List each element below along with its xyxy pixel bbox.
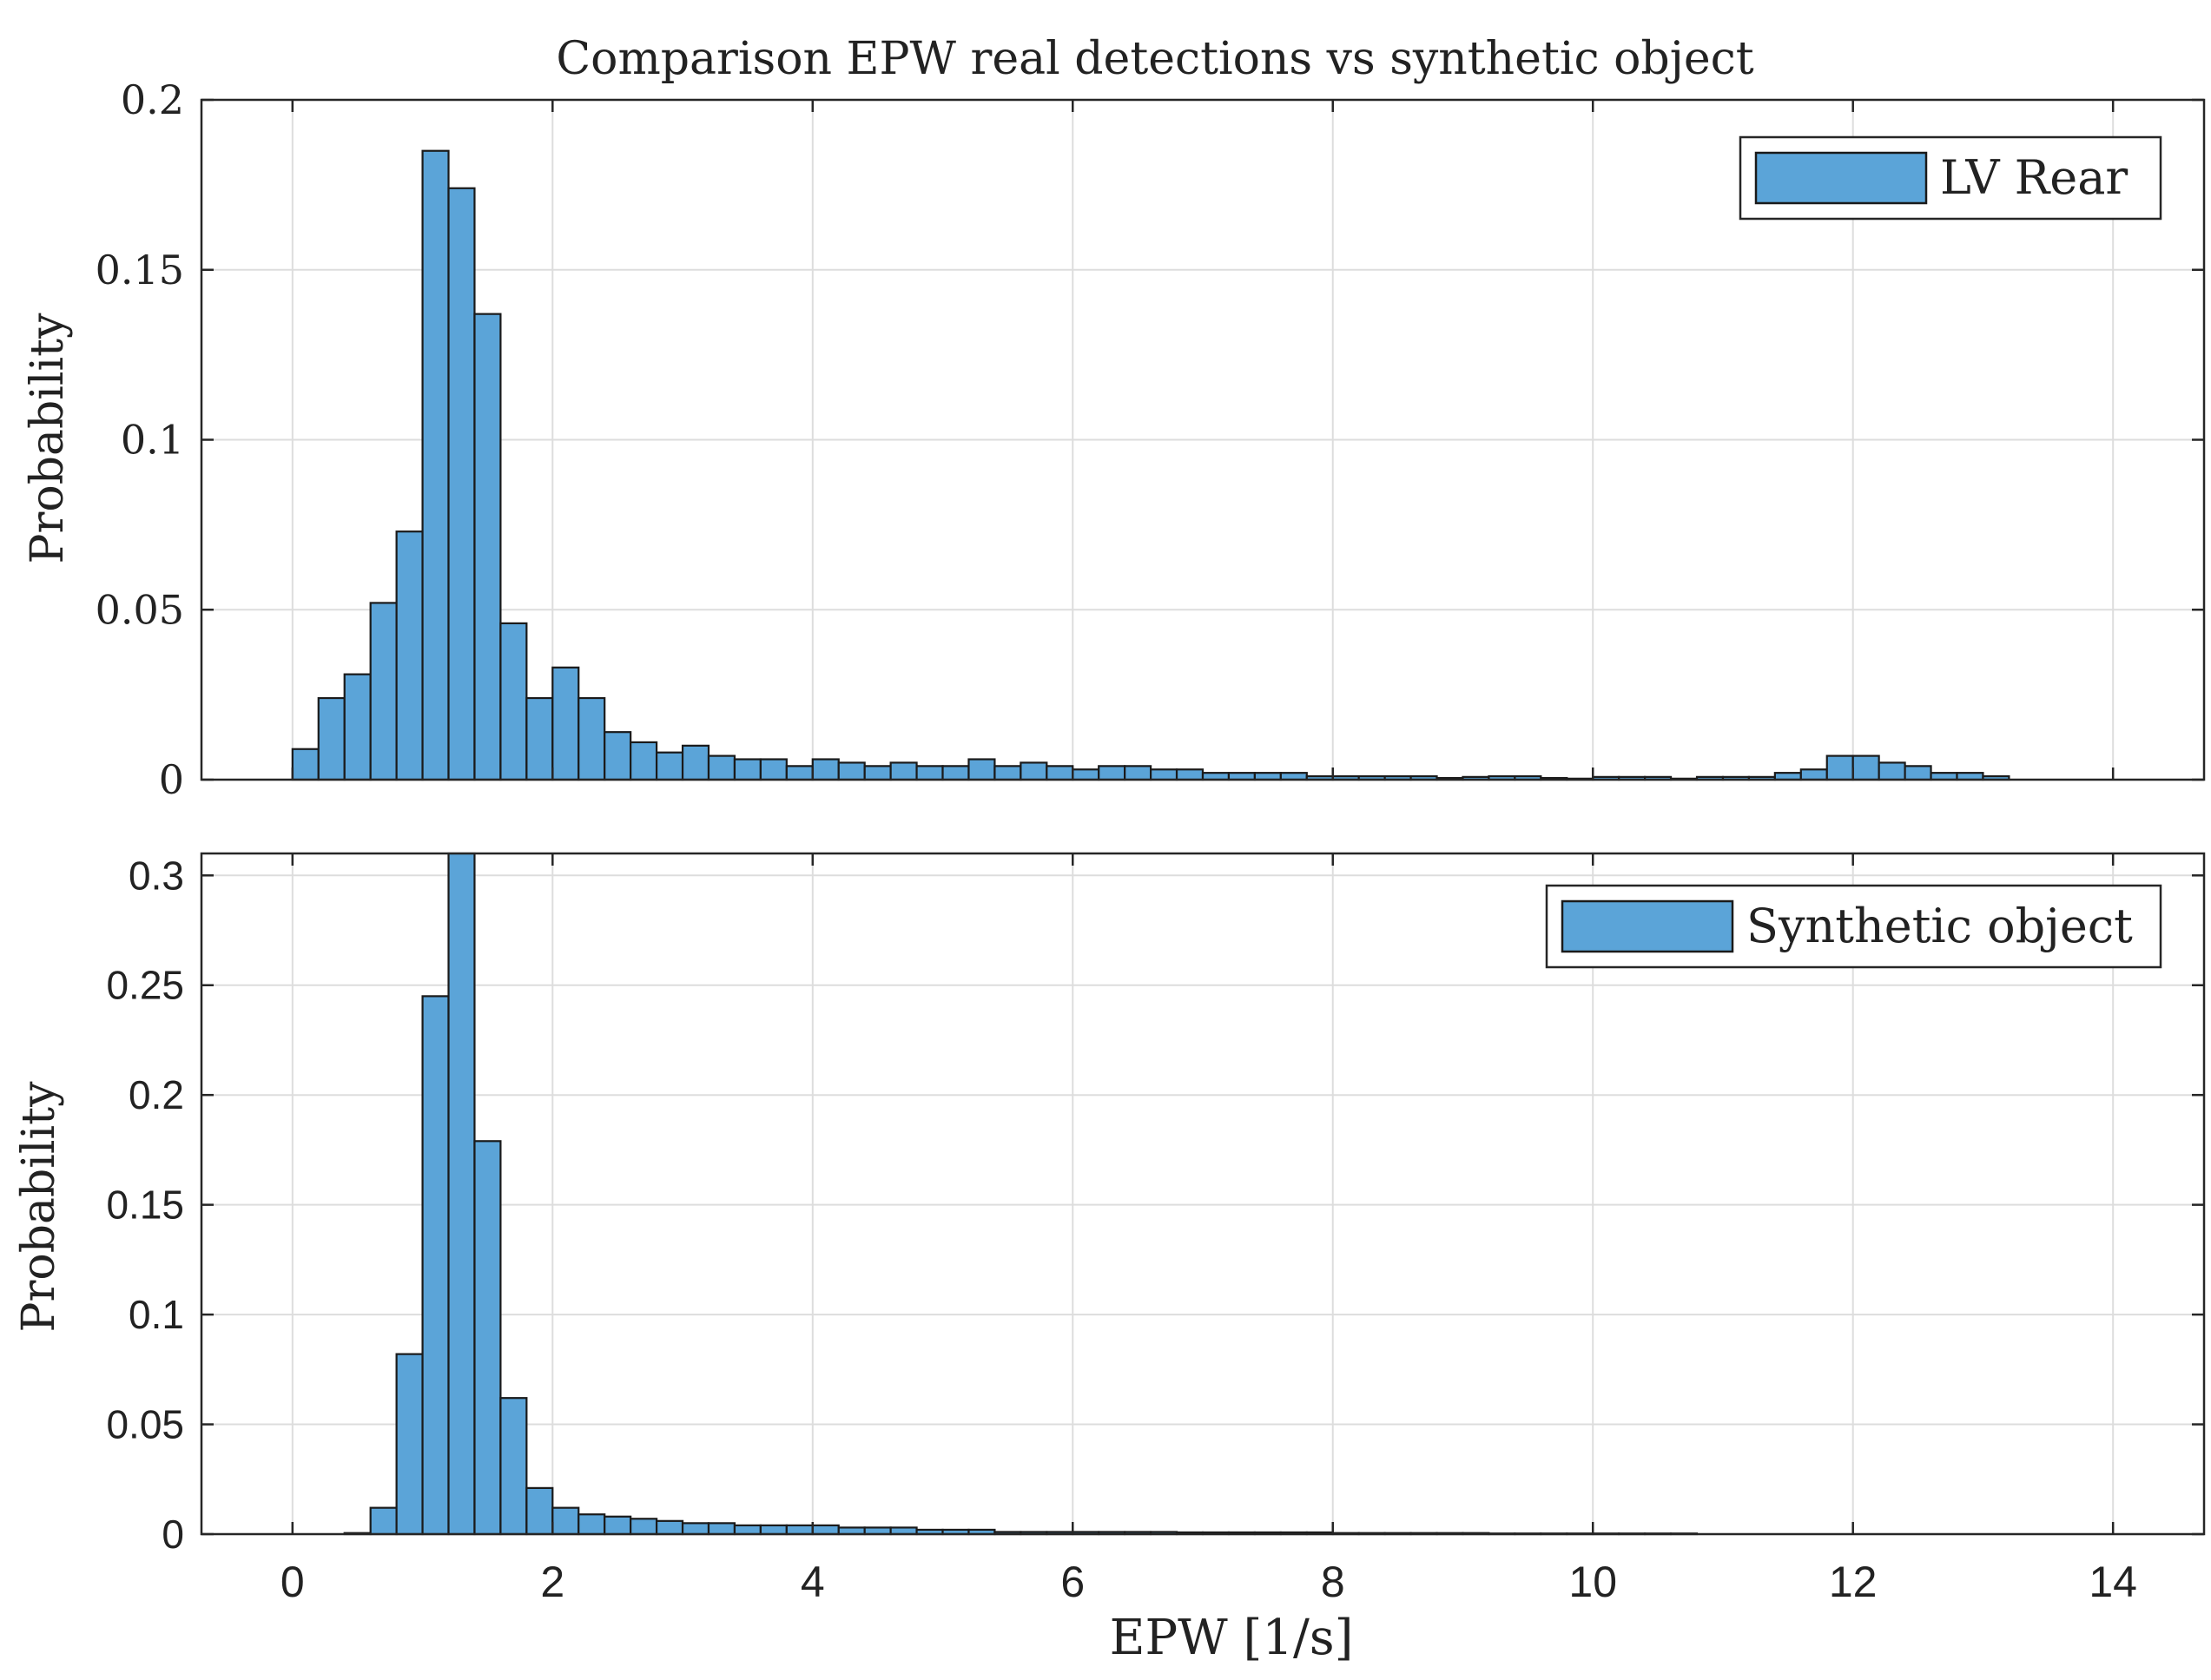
histogram-bar — [759, 1524, 788, 1536]
histogram-bar — [993, 765, 1022, 781]
y-tick-label: 0.15 — [106, 1183, 184, 1228]
histogram-bar — [707, 1522, 736, 1536]
histogram-bar — [1020, 761, 1048, 781]
x-tick-label: 14 — [2089, 1558, 2137, 1606]
histogram-bar — [1046, 765, 1074, 781]
histogram-bar — [421, 995, 450, 1536]
histogram-bar — [395, 1353, 424, 1536]
histogram-bar — [343, 673, 372, 781]
y-tick-label: 0.15 — [96, 247, 184, 293]
histogram-bar — [499, 622, 528, 781]
histogram-bar — [967, 758, 996, 781]
histogram-bar — [759, 758, 788, 781]
y-axis-label: Probability — [13, 1081, 65, 1333]
chart-lv-rear: Comparison EPW real detections vs synthe… — [22, 33, 2206, 803]
legend-swatch — [1754, 151, 1928, 205]
y-tick-label: 0.1 — [121, 417, 184, 464]
x-tick-label: 4 — [801, 1558, 825, 1606]
chart-synthetic-object: EPW [1/s] Probability 0 0.05 0.1 0.15 0.2 0.2… — [13, 852, 2206, 1666]
x-tick-label: 10 — [1568, 1558, 1617, 1606]
y-tick-label: 0.25 — [106, 963, 184, 1008]
histogram-bar — [811, 758, 840, 781]
histogram-bar — [785, 1524, 814, 1536]
chart-title: Comparison EPW real detections vs synthe… — [556, 33, 1753, 85]
histogram-bar — [525, 696, 554, 781]
y-tick-label: 0.2 — [121, 76, 184, 123]
y-tick-label: 0 — [159, 756, 184, 803]
histogram-bar — [317, 696, 346, 781]
histogram-bar — [837, 761, 866, 781]
y-axis-label: Probability — [22, 313, 74, 564]
histogram-bar — [1098, 765, 1126, 781]
histogram-bar — [604, 731, 632, 781]
histogram-bar — [1072, 768, 1100, 781]
histogram-bar — [889, 761, 918, 781]
histogram-bar — [655, 1519, 684, 1536]
histogram-bar — [1175, 768, 1204, 781]
x-tick-label: 8 — [1321, 1558, 1345, 1606]
histogram-bar — [578, 696, 606, 781]
histogram-bar — [551, 666, 580, 781]
histogram-bar — [785, 765, 814, 781]
y-tick-label: 0.05 — [106, 1402, 184, 1447]
histogram-bar — [681, 744, 710, 781]
histogram-bar — [421, 149, 450, 781]
histogram-bar — [1124, 765, 1152, 781]
histogram-bar — [473, 1140, 502, 1536]
histogram-bar — [863, 765, 892, 781]
histogram-bar — [499, 1397, 528, 1536]
histogram-bar — [915, 765, 944, 781]
x-tick-label: 0 — [280, 1558, 305, 1606]
y-tick-label: 0.05 — [96, 586, 184, 633]
histogram-bar — [447, 852, 476, 1536]
x-tick-label: 6 — [1060, 1558, 1085, 1606]
x-axis-label: EPW [1/s] — [1110, 1610, 1354, 1666]
histogram-bar — [525, 1486, 554, 1536]
histogram-bar — [630, 1518, 658, 1536]
histogram-bar — [681, 1522, 710, 1536]
histogram-bar — [1799, 768, 1828, 781]
histogram-bar — [1904, 765, 1932, 781]
histogram-bar — [473, 313, 502, 781]
histogram-bar — [1878, 761, 1906, 781]
histogram-bar — [733, 758, 762, 781]
y-tick-label: 0.2 — [129, 1072, 184, 1117]
histogram-bar — [1851, 754, 1880, 781]
legend-swatch — [1561, 899, 1734, 953]
histogram-bar — [551, 1506, 580, 1536]
histogram-bar — [630, 741, 658, 781]
histogram-bar — [395, 530, 424, 781]
histogram-bar — [604, 1515, 632, 1536]
legend: LV Rear — [1739, 135, 2162, 221]
histogram-bar — [578, 1513, 606, 1536]
histogram-bar — [447, 187, 476, 781]
histogram-bar — [811, 1524, 840, 1536]
histogram-bar — [941, 765, 970, 781]
axes-frame — [200, 852, 2206, 1536]
histogram-bar — [291, 748, 320, 781]
x-tick-label: 12 — [1829, 1558, 1878, 1606]
histogram-bar — [1150, 768, 1178, 781]
histogram-bar — [655, 751, 684, 781]
y-tick-label: 0 — [162, 1512, 184, 1557]
histogram-bar — [369, 602, 398, 781]
legend-label: LV Rear — [1940, 150, 2128, 205]
x-tick-label: 2 — [540, 1558, 564, 1606]
histogram-bar — [369, 1506, 398, 1536]
histogram-bar — [1825, 754, 1854, 781]
legend-label: Synthetic object — [1746, 899, 2133, 953]
y-tick-label: 0.3 — [129, 853, 184, 898]
histogram-bar — [733, 1524, 762, 1536]
legend: Synthetic object — [1545, 884, 2162, 969]
histogram-bar — [707, 754, 736, 781]
y-tick-label: 0.1 — [129, 1292, 184, 1337]
